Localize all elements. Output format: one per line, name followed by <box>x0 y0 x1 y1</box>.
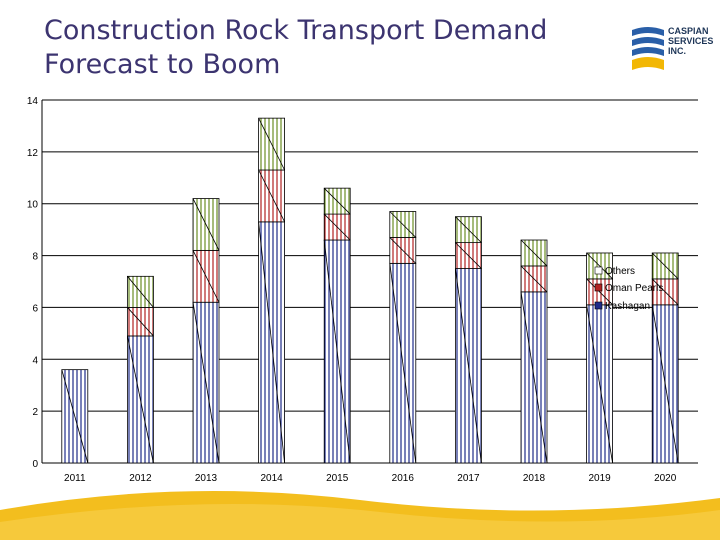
legend: Others Oman Pearls Kashagan <box>594 266 663 312</box>
y-tick-label: 0 <box>32 459 38 470</box>
legend-label-others: Others <box>605 266 635 277</box>
legend-label-oman-pearls: Oman Pearls <box>605 283 663 294</box>
x-tick-label-2014: 2014 <box>260 473 283 484</box>
bar-segment-diagonal <box>127 307 154 337</box>
logo-line3: INC. <box>668 46 686 56</box>
bar-segment-diagonal <box>586 278 613 306</box>
bar-segment-diagonal <box>455 268 482 464</box>
stacked-bar-chart: 0 2 4 6 8 10 12 14 2011 2012 2013 2014 2015 2016 2017… <box>27 96 698 484</box>
y-tick-label: 8 <box>32 252 38 263</box>
y-tick-label: 12 <box>27 148 39 159</box>
bar-segment-diagonal <box>586 252 613 280</box>
bar-segment-diagonal <box>258 169 285 223</box>
bar-segment-diagonal <box>127 335 154 464</box>
footer-wave-decoration <box>0 491 720 540</box>
bar-segment-diagonal <box>389 211 417 238</box>
bar-segment-diagonal <box>651 278 679 306</box>
logo-wordmark: CASPIAN SERVICES INC. <box>668 26 714 56</box>
y-tick-label: 10 <box>27 200 39 211</box>
bar-segment-diagonal <box>455 242 482 269</box>
bar-segment-diagonal <box>651 252 679 280</box>
x-tick-label-2013: 2013 <box>195 473 218 484</box>
bar-segment-diagonal <box>520 239 548 267</box>
slide-title: Construction Rock Transport Demand Forec… <box>44 14 584 82</box>
x-tick-label-2020: 2020 <box>654 473 677 484</box>
bar-segment-diagonal <box>586 304 613 464</box>
y-axis: 0 2 4 6 8 10 12 14 <box>27 96 43 470</box>
legend-swatch-oman-pearls <box>594 283 603 292</box>
bar-segment-diagonal <box>192 198 220 251</box>
bar-segment-diagonal <box>389 237 417 264</box>
bar-segment-diagonal <box>323 187 351 215</box>
x-tick-label-2011: 2011 <box>64 473 86 484</box>
slide-title-line2: Forecast to Boom <box>44 49 281 80</box>
bar-segment-diagonal <box>192 250 220 303</box>
legend-swatch-kashagan <box>594 301 603 310</box>
bar-series <box>61 117 679 464</box>
y-tick-label: 14 <box>27 96 39 107</box>
bar-segment-diagonal <box>258 221 285 464</box>
bar-segment-diagonal <box>61 369 89 464</box>
y-tick-label: 4 <box>32 355 38 366</box>
bar-segment-diagonal <box>455 216 482 243</box>
legend-label-kashagan: Kashagan <box>605 301 650 312</box>
bar-segment-diagonal <box>192 302 220 464</box>
x-tick-label-2017: 2017 <box>457 473 480 484</box>
x-tick-label-2016: 2016 <box>392 473 415 484</box>
bar-segment-diagonal <box>258 117 285 171</box>
bar-segment-diagonal <box>651 304 679 464</box>
logo-line1: CASPIAN <box>668 26 709 36</box>
x-tick-label-2012: 2012 <box>129 473 152 484</box>
logo-line2: SERVICES <box>668 36 714 46</box>
bar-segment-diagonal <box>520 265 548 293</box>
x-tick-label-2015: 2015 <box>326 473 349 484</box>
x-tick-label-2019: 2019 <box>588 473 611 484</box>
bar-segment-diagonal <box>323 213 351 241</box>
x-tick-label-2018: 2018 <box>523 473 546 484</box>
legend-swatch-others <box>594 266 603 275</box>
bar-segment-diagonal <box>127 276 154 308</box>
caspian-services-logo: CASPIAN SERVICES INC. <box>630 22 714 78</box>
x-axis: 2011 2012 2013 2014 2015 2016 2017 2018 2019 2020 <box>64 473 677 484</box>
bar-segment-diagonal <box>520 291 548 464</box>
y-tick-label: 6 <box>32 303 38 314</box>
caspian-waves-logo-icon <box>632 27 664 70</box>
slide-title-line1: Construction Rock Transport Demand <box>44 15 548 46</box>
bar-segment-diagonal <box>389 263 417 464</box>
bar-segment-diagonal <box>323 239 351 464</box>
y-tick-label: 2 <box>32 407 38 418</box>
